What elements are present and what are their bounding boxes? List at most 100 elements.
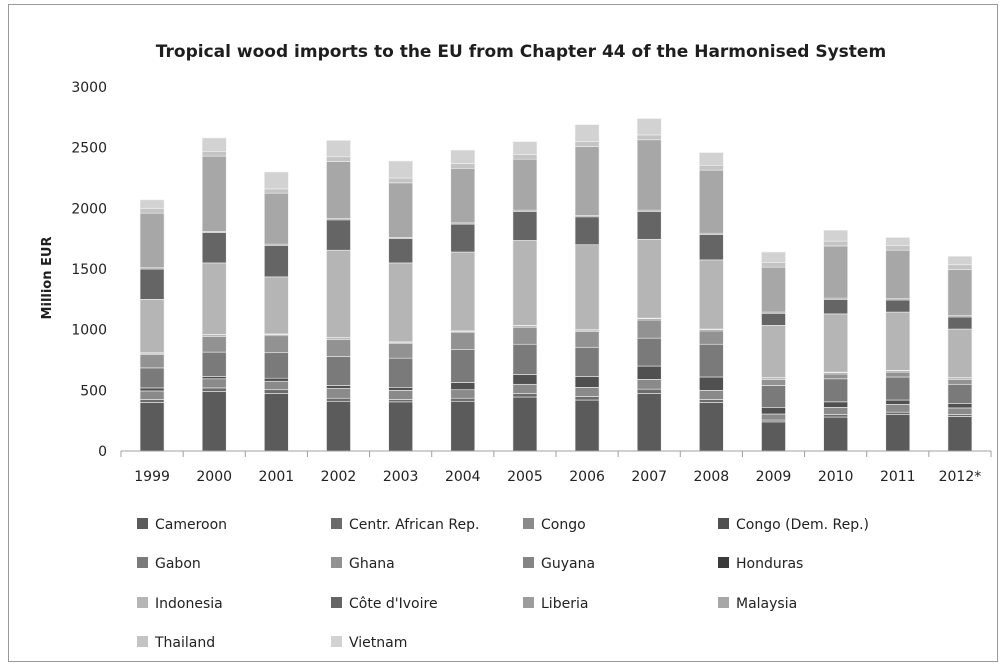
bar-segment bbox=[139, 399, 165, 403]
bar-segment bbox=[388, 182, 413, 238]
bar-segment bbox=[450, 163, 476, 169]
legend-swatch bbox=[331, 597, 342, 608]
bar-segment bbox=[326, 219, 351, 251]
legend-label: Indonesia bbox=[155, 596, 223, 612]
x-tick-label: 2001 bbox=[259, 469, 295, 485]
bar-segment bbox=[326, 249, 351, 338]
bar-segment bbox=[699, 399, 724, 403]
legend-item: Cameroon bbox=[137, 517, 227, 533]
bar-segment bbox=[201, 232, 227, 264]
bar-segment bbox=[388, 401, 413, 452]
bar-segment bbox=[139, 387, 165, 392]
chart-svg: Tropical wood imports to the EU from Cha… bbox=[40, 42, 992, 651]
y-tick-label: 2500 bbox=[71, 141, 107, 157]
legend-swatch bbox=[718, 518, 729, 529]
bar-segment bbox=[512, 326, 538, 345]
bar-segment bbox=[885, 414, 911, 452]
bar-stack bbox=[139, 199, 165, 452]
bar-segment bbox=[574, 141, 600, 147]
bar-segment bbox=[201, 155, 227, 232]
bar-segment bbox=[264, 377, 289, 382]
bar-segment bbox=[699, 152, 724, 166]
legend-item: Malaysia bbox=[718, 596, 797, 612]
y-tick-label: 1000 bbox=[71, 323, 107, 339]
bar-segment bbox=[512, 343, 538, 375]
bar-segment bbox=[264, 393, 289, 452]
legend-label: Thailand bbox=[154, 635, 215, 651]
legend-item: Liberia bbox=[523, 596, 588, 612]
x-tick-label: 2010 bbox=[818, 469, 854, 485]
x-tick-label: 1999 bbox=[134, 469, 170, 485]
bar-stack bbox=[201, 137, 227, 452]
legend-swatch bbox=[137, 557, 148, 568]
bar-segment bbox=[264, 276, 289, 335]
legend-label: Côte d'Ivoire bbox=[349, 596, 438, 612]
bar-segment bbox=[512, 154, 538, 160]
bar-segment bbox=[139, 268, 165, 300]
bar-segment bbox=[264, 171, 289, 190]
bar-segment bbox=[636, 319, 662, 339]
bar-segment bbox=[139, 212, 165, 269]
bar-segment bbox=[450, 400, 476, 452]
bar-segment bbox=[201, 378, 227, 389]
bar-segment bbox=[139, 299, 165, 354]
bar-segment bbox=[636, 238, 662, 319]
chart-title: Tropical wood imports to the EU from Cha… bbox=[156, 42, 886, 62]
bar-segment bbox=[139, 354, 165, 369]
bar-segment bbox=[574, 216, 600, 246]
bar-segment bbox=[512, 374, 538, 385]
bar-segment bbox=[947, 416, 973, 452]
legend-label: Ghana bbox=[349, 556, 395, 572]
bar-segment bbox=[450, 389, 476, 399]
legend-swatch bbox=[137, 518, 148, 529]
bar-segment bbox=[885, 399, 911, 405]
legend-swatch bbox=[718, 597, 729, 608]
bar-segment bbox=[885, 403, 911, 413]
bar-segment bbox=[947, 255, 973, 266]
bar-segment bbox=[326, 156, 351, 162]
bar-segment bbox=[574, 146, 600, 216]
bar-segment bbox=[512, 158, 538, 211]
bar-segment bbox=[823, 407, 848, 415]
bar-segment bbox=[699, 164, 724, 171]
legend-item: Honduras bbox=[718, 556, 803, 572]
bar-segment bbox=[823, 240, 848, 247]
legend-item: Guyana bbox=[523, 556, 595, 572]
legend: Cameroon Centr. African Rep. Congo Congo (D… bbox=[137, 517, 869, 651]
bar-segment bbox=[574, 396, 600, 401]
legend-item: Centr. African Rep. bbox=[331, 517, 479, 533]
legend-swatch bbox=[331, 518, 342, 529]
bar-segment bbox=[947, 379, 973, 385]
bar-segment bbox=[885, 311, 911, 371]
bar-segment bbox=[264, 188, 289, 194]
legend-item: Congo (Dem. Rep.) bbox=[718, 517, 869, 533]
bar-segment bbox=[761, 312, 786, 326]
bar-segment bbox=[699, 234, 724, 261]
bar-segment bbox=[823, 378, 848, 403]
bar-segment bbox=[636, 379, 662, 390]
bar-segment bbox=[264, 389, 289, 394]
x-tick-label: 2009 bbox=[756, 469, 792, 485]
bar-segment bbox=[450, 332, 476, 350]
bar-segment bbox=[574, 399, 600, 452]
legend-label: Gabon bbox=[155, 556, 201, 572]
bar-segment bbox=[201, 137, 227, 152]
bar-segment bbox=[139, 367, 165, 389]
bar-segment bbox=[699, 169, 724, 234]
legend-swatch bbox=[718, 557, 729, 568]
bar-segment bbox=[201, 376, 227, 380]
legend-label: Centr. African Rep. bbox=[349, 517, 479, 533]
bar-segment bbox=[326, 339, 351, 357]
bar-segment bbox=[699, 376, 724, 391]
bar-segment bbox=[388, 399, 413, 403]
bar-segment bbox=[512, 396, 538, 452]
legend-swatch bbox=[523, 518, 534, 529]
legend-item: Indonesia bbox=[137, 596, 223, 612]
bar-stack bbox=[388, 160, 413, 452]
bar-segment bbox=[636, 393, 662, 452]
bar-segment bbox=[885, 411, 911, 415]
x-tick-label: 2005 bbox=[507, 469, 543, 485]
bar-segment bbox=[885, 299, 911, 313]
legend-item: Vietnam bbox=[331, 635, 407, 651]
bar-segment bbox=[326, 161, 351, 219]
